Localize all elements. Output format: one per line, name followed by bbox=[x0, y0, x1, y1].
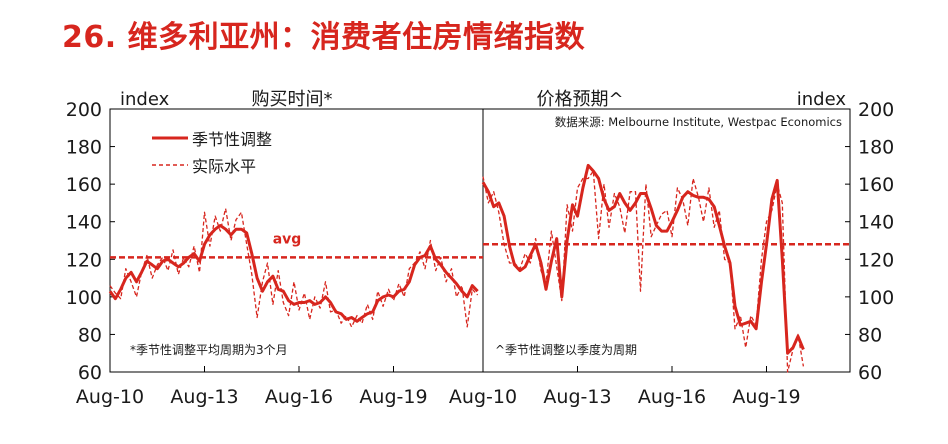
seasonally-adjusted-line-1 bbox=[481, 163, 805, 355]
legend-label-actual: 实际水平 bbox=[192, 157, 256, 176]
y-unit-left: index bbox=[120, 89, 170, 110]
y-tick-label-left: 160 bbox=[66, 174, 102, 196]
source-note: 数据来源: Melbourne Institute, Westpac Econo… bbox=[555, 115, 842, 129]
y-unit-right: index bbox=[797, 89, 847, 110]
y-tick-label-right: 60 bbox=[858, 362, 882, 384]
x-tick-label-1: Aug-16 bbox=[638, 386, 706, 408]
y-tick-label-right: 140 bbox=[858, 212, 894, 234]
page-title: 26. 维多利亚州：消费者住房情绪指数 bbox=[62, 20, 586, 55]
x-tick-label-1: Aug-19 bbox=[732, 386, 800, 408]
y-tick-label-left: 60 bbox=[78, 362, 102, 384]
actual-series-line-0 bbox=[109, 207, 479, 328]
x-tick-label-0: Aug-19 bbox=[359, 386, 427, 408]
footnote-1: ^季节性调整以季度为周期 bbox=[495, 342, 637, 357]
footnote-0: *季节性调整平均周期为3个月 bbox=[130, 342, 288, 357]
x-tick-label-1: Aug-10 bbox=[449, 386, 517, 408]
y-tick-label-right: 200 bbox=[858, 99, 894, 121]
y-tick-label-left: 100 bbox=[66, 287, 102, 309]
y-tick-label-left: 180 bbox=[66, 137, 102, 159]
legend-label-sa: 季节性调整 bbox=[192, 130, 272, 149]
seasonally-adjusted-line-0 bbox=[108, 224, 479, 323]
y-tick-label-right: 120 bbox=[858, 249, 894, 271]
y-tick-label-left: 80 bbox=[78, 324, 102, 346]
y-tick-label-right: 180 bbox=[858, 137, 894, 159]
y-tick-label-left: 140 bbox=[66, 212, 102, 234]
y-tick-label-left: 120 bbox=[66, 249, 102, 271]
plot-frame bbox=[109, 108, 851, 373]
y-tick-label-left: 200 bbox=[66, 99, 102, 121]
x-tick-label-1: Aug-13 bbox=[543, 386, 611, 408]
actual-series-line-1 bbox=[482, 170, 805, 373]
panel-title-0: 购买时间* bbox=[252, 89, 333, 110]
x-tick-label-0: Aug-13 bbox=[170, 386, 238, 408]
y-tick-label-right: 100 bbox=[858, 287, 894, 309]
y-tick-label-right: 160 bbox=[858, 174, 894, 196]
y-tick-label-right: 80 bbox=[858, 324, 882, 346]
avg-label-0: avg bbox=[273, 231, 302, 247]
x-tick-label-0: Aug-16 bbox=[265, 386, 333, 408]
panel-title-1: 价格预期^ bbox=[536, 89, 623, 110]
x-tick-label-0: Aug-10 bbox=[76, 386, 144, 408]
